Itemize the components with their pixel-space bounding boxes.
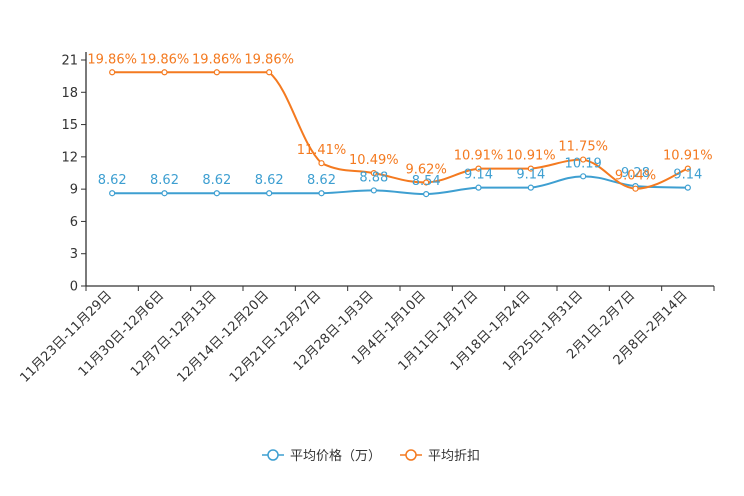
data-label: 9.14 (673, 168, 702, 183)
data-label: 10.19 (565, 156, 602, 171)
data-label: 9.14 (464, 168, 493, 183)
data-point (527, 165, 534, 172)
data-label: 8.62 (202, 173, 231, 188)
data-point (213, 69, 220, 76)
data-point (423, 179, 430, 186)
data-point (213, 190, 220, 197)
series-1 (109, 173, 691, 198)
legend-label: 平均折扣 (428, 449, 480, 464)
data-label: 19.86% (87, 52, 137, 67)
data-point (109, 69, 116, 76)
data-point (475, 165, 482, 172)
y-tick-label: 21 (61, 54, 78, 69)
data-point (684, 184, 691, 191)
y-tick-label: 6 (70, 215, 78, 230)
data-labels: 8.62 8.62 8.62 8.62 8.62 8.88 8.54 9.14 9.14 10.1… (87, 52, 712, 189)
y-tick-label: 12 (61, 150, 78, 165)
data-label: 9.04% (615, 169, 656, 184)
data-point (370, 187, 377, 194)
data-label: 11.75% (558, 140, 608, 155)
data-point (318, 190, 325, 197)
axes: 03691215182111月23日-11月29日11月30日-12月6日12月… (18, 52, 715, 386)
x-tick-label: 12月14日-12月20日 (175, 288, 272, 385)
data-label: 10.49% (349, 153, 399, 168)
data-label: 8.88 (359, 170, 388, 185)
data-label: 8.62 (150, 173, 179, 188)
data-label: 10.91% (663, 149, 713, 164)
data-label: 10.91% (454, 149, 504, 164)
data-label: 8.54 (412, 174, 441, 189)
legend-item-1: 平均价格（万） (262, 448, 381, 464)
data-label: 9.14 (516, 168, 545, 183)
data-point (161, 69, 168, 76)
data-label: 8.62 (307, 173, 336, 188)
legend: 平均价格（万） 平均折扣 (262, 448, 480, 464)
data-point (580, 156, 587, 163)
data-point (318, 160, 325, 167)
y-tick-label: 0 (70, 280, 78, 295)
data-point (109, 190, 116, 197)
legend-swatch-marker (267, 449, 279, 461)
data-point (527, 184, 534, 191)
y-tick-label: 3 (70, 247, 78, 262)
data-label: 10.91% (506, 149, 556, 164)
y-tick-label: 15 (61, 118, 78, 133)
data-point (161, 190, 168, 197)
data-label: 11.41% (297, 143, 347, 158)
y-tick-label: 18 (61, 86, 78, 101)
x-tick-label: 12月21日-12月27日 (227, 288, 324, 385)
data-label: 8.62 (98, 173, 127, 188)
data-label: 19.86% (140, 52, 190, 67)
data-label: 19.86% (192, 52, 242, 67)
series-line (112, 175, 688, 196)
legend-label: 平均价格（万） (290, 448, 381, 464)
data-point (580, 173, 587, 180)
series-layer (109, 69, 691, 198)
data-label: 9.62% (406, 162, 447, 177)
data-point (266, 190, 273, 197)
data-label: 8.62 (255, 173, 284, 188)
data-point (423, 190, 430, 198)
series-2 (109, 69, 691, 192)
data-point (475, 184, 482, 191)
legend-swatch-marker (405, 449, 417, 461)
data-point (632, 185, 639, 192)
data-label: 19.86% (244, 52, 294, 67)
data-label: 9.28 (621, 166, 650, 181)
legend-item-2: 平均折扣 (400, 449, 480, 464)
data-point (266, 69, 273, 76)
data-point (684, 165, 691, 172)
y-tick-label: 9 (70, 183, 78, 198)
data-point (370, 170, 377, 177)
x-tick-label: 11月23日-11月29日 (18, 288, 115, 385)
